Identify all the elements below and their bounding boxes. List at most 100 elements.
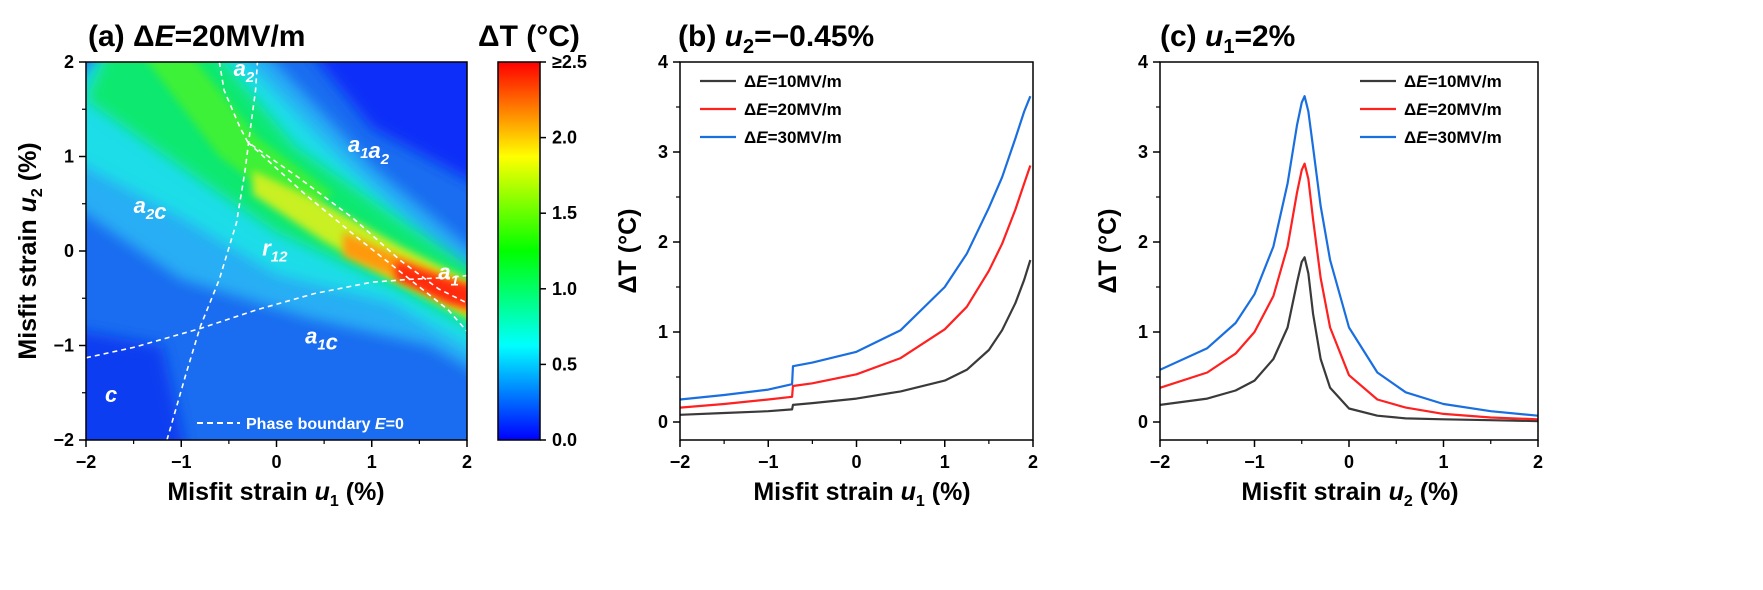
region-label-a2c: a2c xyxy=(134,193,167,224)
x-tick-label: −2 xyxy=(670,452,691,472)
heat-band-green-core xyxy=(147,62,334,214)
panel-c-lines xyxy=(1160,95,1538,423)
y-tick-label: −1 xyxy=(53,336,74,356)
panel-b-legend: ΔE=10MV/mΔE=20MV/mΔE=30MV/m xyxy=(700,72,842,147)
legend-label-value: =20MV/m xyxy=(1428,100,1502,119)
region-label-text: c xyxy=(326,330,338,355)
colorbar-tick-label: 1.0 xyxy=(552,279,577,299)
panel-b-frame xyxy=(679,61,1034,441)
y-tick-label: 3 xyxy=(658,142,668,162)
y-tick-label: 3 xyxy=(1138,142,1148,162)
y-tick-label: 2 xyxy=(64,52,74,72)
region-label-text: a xyxy=(305,324,317,349)
y-tick-label: 2 xyxy=(1138,232,1148,252)
region-label-subscript: 1 xyxy=(317,337,325,354)
x-tick-label: −1 xyxy=(758,452,779,472)
series-line xyxy=(680,165,1032,409)
legend-label: ΔE=20MV/m xyxy=(1404,100,1502,119)
x-tick-label: 0 xyxy=(1344,452,1354,472)
series-line xyxy=(680,259,1032,416)
panel-b-title: (b) u2=−0.45% xyxy=(678,20,874,58)
boundary-vertical xyxy=(166,62,259,440)
colorbar xyxy=(497,61,541,441)
boundary-horizontal xyxy=(86,274,467,359)
legend-label: ΔE=20MV/m xyxy=(744,100,842,119)
legend-label: ΔE=10MV/m xyxy=(1404,72,1502,91)
panel-a-y-label: Misfit strain u2 (%) xyxy=(14,142,46,359)
series-line xyxy=(1160,162,1538,421)
x-tick-label: 1 xyxy=(1438,452,1448,472)
y-tick-label: 4 xyxy=(658,52,668,72)
panel-c-x-label: Misfit strain u2 (%) xyxy=(1241,478,1458,510)
region-label-text: c xyxy=(154,199,166,224)
legend-label-delta: Δ xyxy=(1404,128,1416,147)
legend-label-value: =10MV/m xyxy=(768,72,842,91)
colorbar-ticks: 0.0 0.5 1.0 1.5 2.0 ≥2.5 xyxy=(540,52,587,450)
colorbar-title: ΔT (°C) xyxy=(478,20,580,53)
legend-label: ΔE=30MV/m xyxy=(1404,128,1502,147)
x-tick-label: 2 xyxy=(1533,452,1543,472)
panel-b-lines xyxy=(680,95,1032,416)
series-line xyxy=(1160,256,1538,423)
region-label-subscript: 2 xyxy=(145,206,155,223)
y-tick-label: 1 xyxy=(1138,322,1148,342)
y-tick-label: 0 xyxy=(658,412,668,432)
region-label-subscript: 1 xyxy=(360,145,368,162)
colorbar-tick-label: 1.5 xyxy=(552,203,577,223)
region-label-text: a xyxy=(438,259,450,284)
y-tick-label: 1 xyxy=(658,322,668,342)
region-label-text: a xyxy=(134,193,146,218)
region-label-subscript: 1 xyxy=(451,272,459,289)
colorbar-tick-label: 2.0 xyxy=(552,128,577,148)
panel-c-legend: ΔE=10MV/mΔE=20MV/mΔE=30MV/m xyxy=(1360,72,1502,147)
colorbar-tick-label: 0.5 xyxy=(552,354,577,374)
y-tick-label: 0 xyxy=(1138,412,1148,432)
legend-label-delta: Δ xyxy=(744,100,756,119)
x-tick-label: 2 xyxy=(462,452,472,472)
x-tick-label: 0 xyxy=(851,452,861,472)
legend-label-var: E xyxy=(756,128,768,147)
panel-c-frame xyxy=(1159,61,1539,441)
legend-label-value: =10MV/m xyxy=(1428,72,1502,91)
region-label-r12: r12 xyxy=(262,236,288,266)
region-label-subscript: 2 xyxy=(380,151,390,168)
panel-c-title: (c) u1=2% xyxy=(1160,20,1295,58)
boundary-upper xyxy=(218,62,467,304)
panel-c-y-label: ΔT (°C) xyxy=(1094,209,1122,294)
legend-label-value: =30MV/m xyxy=(1428,128,1502,147)
panel-a-x-label: Misfit strain u1 (%) xyxy=(167,478,384,510)
colorbar-tick-label: 0.0 xyxy=(552,430,577,450)
heatmap xyxy=(86,62,467,440)
legend-label: ΔE=30MV/m xyxy=(744,128,842,147)
series-line xyxy=(680,95,1032,401)
legend-label-var: E xyxy=(756,72,768,91)
region-label-text: a xyxy=(348,132,360,157)
boundary-lower xyxy=(247,141,467,332)
series-line xyxy=(1160,95,1538,417)
x-tick-label: 1 xyxy=(367,452,377,472)
legend-label-delta: Δ xyxy=(1404,100,1416,119)
y-tick-label: −2 xyxy=(53,430,74,450)
legend-label-var: E xyxy=(756,100,768,119)
legend-label-delta: Δ xyxy=(1404,72,1416,91)
panel-c-axes: −2 −1 0 1 2 0 1 2 3 4 xyxy=(1138,52,1543,472)
legend-label-delta: Δ xyxy=(744,72,756,91)
region-label-a1: a1 xyxy=(438,259,459,289)
x-tick-label: −1 xyxy=(171,452,192,472)
legend-label-var: E xyxy=(1416,100,1428,119)
region-label-subscript: 2 xyxy=(245,69,255,86)
phase-boundary-legend-label: Phase boundary E=0 xyxy=(246,416,404,433)
heat-region-c xyxy=(86,331,185,440)
y-tick-label: 4 xyxy=(1138,52,1148,72)
colorbar-tick-label: ≥2.5 xyxy=(552,52,587,72)
panel-b-x-label: Misfit strain u1 (%) xyxy=(753,478,970,510)
legend-label-delta: Δ xyxy=(744,128,756,147)
region-label-text: r xyxy=(262,236,272,261)
legend-label-var: E xyxy=(1416,128,1428,147)
x-tick-label: −2 xyxy=(76,452,97,472)
